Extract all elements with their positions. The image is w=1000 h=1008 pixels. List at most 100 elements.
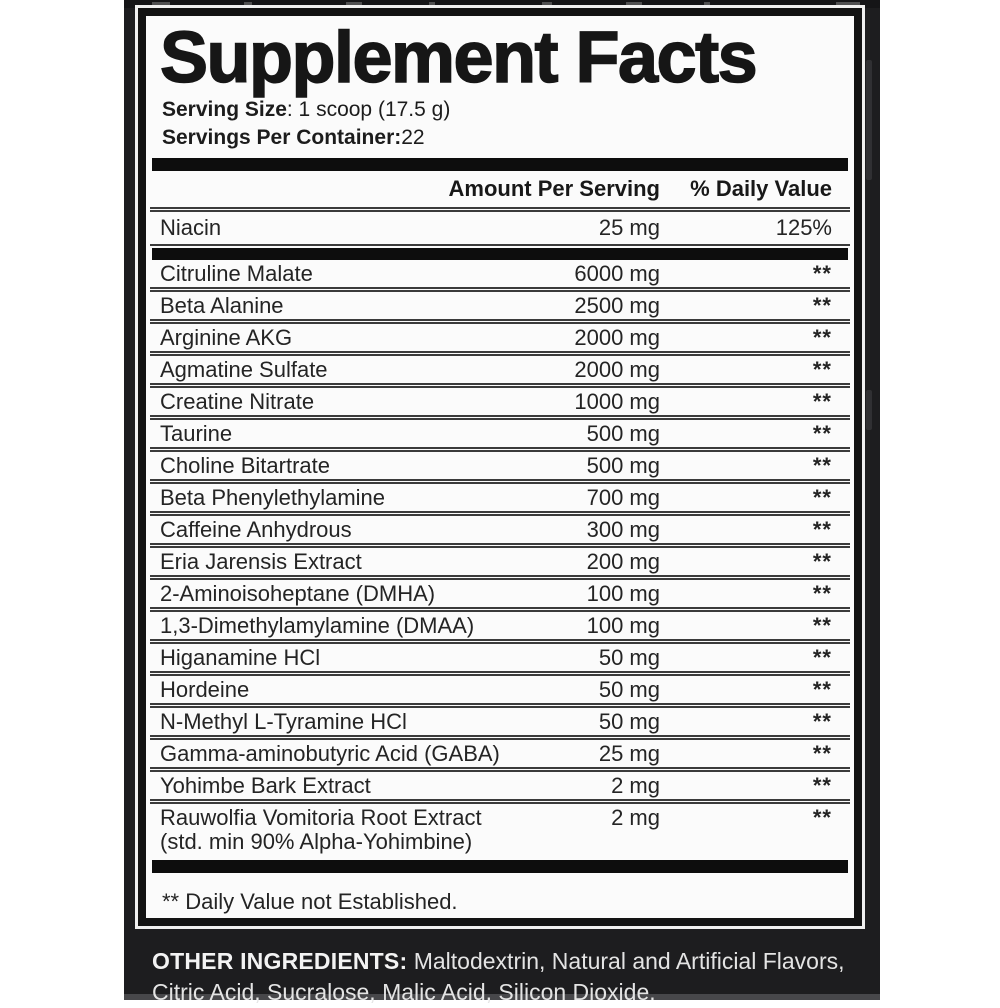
- row-separator: [150, 575, 850, 580]
- ingredient-name: Higanamine HCl: [160, 644, 321, 670]
- table-row: 2-Aminoisoheptane (DMHA) 100 mg **: [146, 580, 854, 607]
- ingredient-amount: 50 mg: [598, 676, 660, 702]
- ingredient-amount: 25 mg: [598, 215, 660, 240]
- row-separator: [150, 207, 850, 212]
- table-row: Agmatine Sulfate 2000 mg **: [146, 356, 854, 383]
- table-header-row: Amount Per Serving % Daily Value: [146, 171, 854, 207]
- ingredient-daily-value: **: [812, 740, 832, 766]
- daily-value-footnote: ** Daily Value not Established.: [162, 889, 458, 914]
- ingredient-amount: 50 mg: [598, 644, 660, 670]
- table-row: 1,3-Dimethylamylamine (DMAA) 100 mg **: [146, 612, 854, 639]
- other-ingredients: OTHER INGREDIENTS: Maltodextrin, Natural…: [152, 946, 876, 1008]
- ingredient-amount: 100 mg: [586, 580, 660, 606]
- top-edge-artifact: [542, 2, 552, 5]
- table-row: Gamma-aminobutyric Acid (GABA) 25 mg **: [146, 740, 854, 767]
- ingredient-daily-value: **: [812, 388, 832, 414]
- other-ingredients-label: OTHER INGREDIENTS:: [152, 948, 408, 974]
- ingredient-daily-value: **: [812, 356, 832, 382]
- table-row: Niacin 25 mg 125%: [146, 212, 854, 244]
- table-row: Higanamine HCl 50 mg **: [146, 644, 854, 671]
- ingredient-daily-value: **: [812, 676, 832, 702]
- ingredient-daily-value: **: [812, 516, 832, 542]
- ingredient-daily-value: **: [812, 805, 832, 830]
- ingredient-daily-value: **: [812, 644, 832, 670]
- top-edge-artifact: [704, 2, 710, 5]
- table-row: Creatine Nitrate 1000 mg **: [146, 388, 854, 415]
- row-separator: [150, 799, 850, 804]
- ingredient-amount: 500 mg: [586, 452, 660, 478]
- row-separator: [150, 767, 850, 772]
- table-row: Beta Phenylethylamine 700 mg **: [146, 484, 854, 511]
- other-ingredients-line1: OTHER INGREDIENTS: Maltodextrin, Natural…: [152, 946, 876, 977]
- row-separator: [150, 351, 850, 356]
- top-edge-artifact: [626, 2, 642, 5]
- table-row: Caffeine Anhydrous 300 mg **: [146, 516, 854, 543]
- ingredient-rows: Citruline Malate 6000 mg ** Beta Alanine…: [146, 260, 854, 860]
- row-separator: [150, 735, 850, 740]
- ingredient-name: Yohimbe Bark Extract: [160, 772, 371, 798]
- ingredient-amount: 700 mg: [586, 484, 660, 510]
- ingredient-amount: 2000 mg: [574, 324, 660, 350]
- table-row: Citruline Malate 6000 mg **: [146, 260, 854, 287]
- ingredient-daily-value: **: [812, 324, 832, 350]
- row-separator: [150, 415, 850, 420]
- ingredient-amount: 200 mg: [586, 548, 660, 574]
- ingredient-daily-value: **: [812, 548, 832, 574]
- serving-size-line: Serving Size: 1 scoop (17.5 g): [162, 96, 854, 124]
- ingredient-name: Hordeine: [160, 676, 250, 702]
- ingredient-daily-value: **: [812, 484, 832, 510]
- ingredient-amount: 300 mg: [586, 516, 660, 542]
- table-row: Hordeine 50 mg **: [146, 676, 854, 703]
- ingredient-amount: 2500 mg: [574, 292, 660, 318]
- top-edge-strip: [124, 0, 880, 8]
- table-row: Beta Alanine 2500 mg **: [146, 292, 854, 319]
- ingredient-amount: 6000 mg: [574, 260, 660, 286]
- side-artifact: [866, 60, 872, 180]
- ingredient-name: Rauwolfia Vomitoria Root Extract (std. mi…: [160, 805, 482, 854]
- row-separator: [150, 479, 850, 484]
- row-separator: [150, 511, 850, 516]
- ingredient-daily-value: **: [812, 452, 832, 478]
- ingredient-daily-value: **: [812, 420, 832, 446]
- row-separator: [150, 244, 850, 246]
- ingredient-amount: 500 mg: [586, 420, 660, 446]
- ingredient-daily-value: **: [812, 612, 832, 638]
- serving-size-label: Serving Size: [162, 98, 287, 121]
- table-row: Yohimbe Bark Extract 2 mg **: [146, 772, 854, 799]
- ingredient-name: Beta Phenylethylamine: [160, 484, 386, 510]
- table-row: Arginine AKG 2000 mg **: [146, 324, 854, 351]
- ingredient-daily-value: **: [812, 580, 832, 606]
- servings-per-container-line: Servings Per Container:22: [162, 124, 854, 152]
- ingredient-name: 2-Aminoisoheptane (DMHA): [160, 580, 436, 606]
- thick-divider: [152, 158, 848, 171]
- ingredient-name: Caffeine Anhydrous: [160, 516, 352, 542]
- top-edge-artifact: [429, 2, 435, 5]
- top-edge-artifact: [244, 2, 252, 5]
- ingredient-name: Niacin: [160, 215, 222, 240]
- table-row: N-Methyl L-Tyramine HCl 50 mg **: [146, 708, 854, 735]
- ingredient-daily-value: **: [812, 260, 832, 286]
- ingredient-name: Taurine: [160, 420, 233, 446]
- ingredient-amount: 100 mg: [586, 612, 660, 638]
- ingredient-name: N-Methyl L-Tyramine HCl: [160, 708, 407, 734]
- ingredient-name: 1,3-Dimethylamylamine (DMAA): [160, 612, 475, 638]
- ingredient-amount: 50 mg: [598, 708, 660, 734]
- amount-per-serving-header: Amount Per Serving: [448, 176, 660, 201]
- ingredient-name: Gamma-aminobutyric Acid (GABA): [160, 740, 500, 766]
- ingredient-amount: 25 mg: [598, 740, 660, 766]
- ingredient-daily-value: **: [812, 772, 832, 798]
- top-edge-artifact: [346, 2, 362, 5]
- ingredient-daily-value: **: [812, 708, 832, 734]
- table-row: Choline Bitartrate 500 mg **: [146, 452, 854, 479]
- top-edge-artifact: [152, 2, 170, 5]
- ingredient-name: Arginine AKG: [160, 324, 293, 350]
- servings-per-container-label: Servings Per Container:: [162, 126, 402, 149]
- ingredient-amount: 2 mg: [611, 772, 660, 798]
- thick-divider: [152, 860, 848, 873]
- ingredient-name: Eria Jarensis Extract: [160, 548, 362, 574]
- other-ingredients-text: Maltodextrin, Natural and Artificial Fla…: [407, 948, 845, 974]
- ingredient-name: Creatine Nitrate: [160, 388, 315, 414]
- ingredient-name: Beta Alanine: [160, 292, 284, 318]
- top-edge-artifact: [836, 2, 860, 5]
